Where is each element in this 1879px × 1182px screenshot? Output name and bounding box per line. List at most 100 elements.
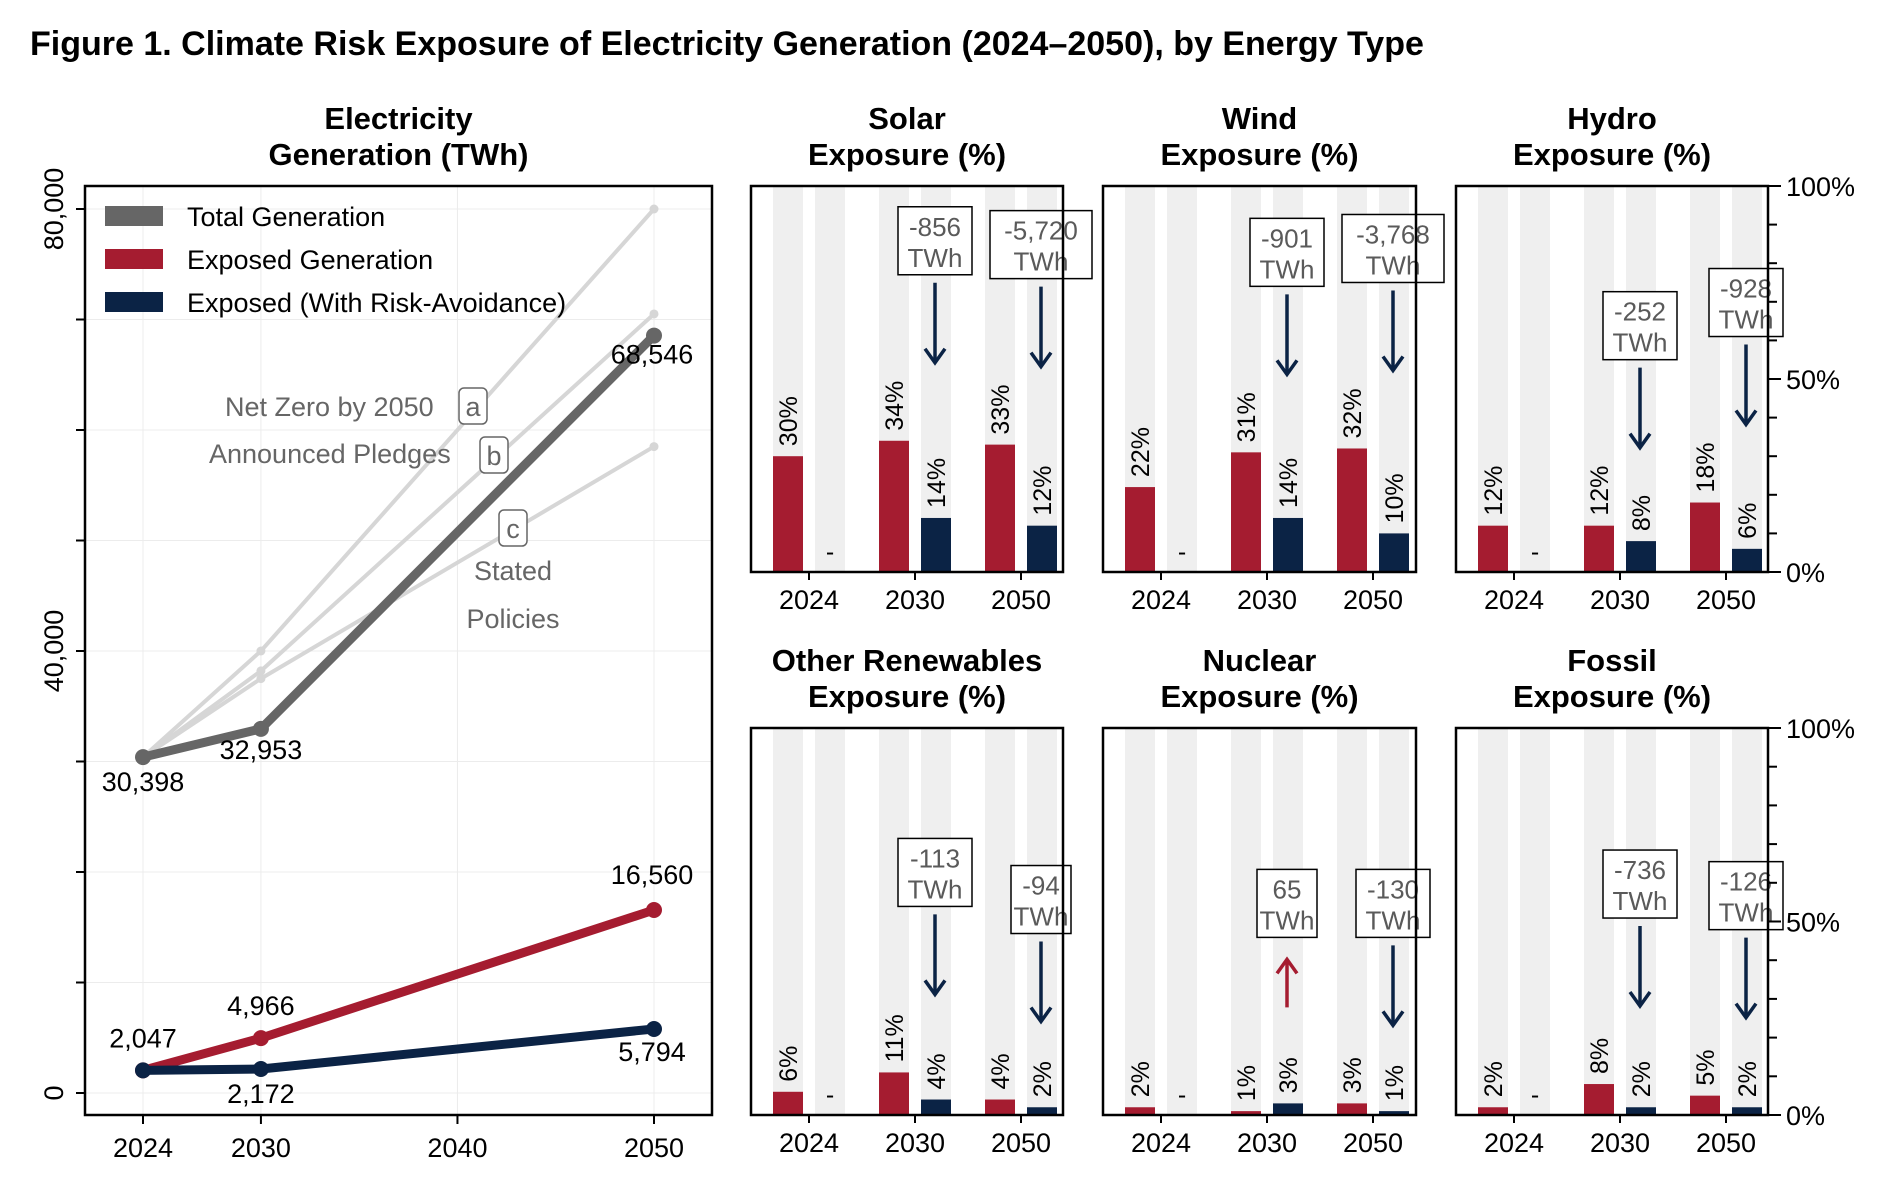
- avoided-bar: [1273, 517, 1303, 572]
- scenario-point: [649, 204, 659, 214]
- annotation-text: -928: [1720, 274, 1772, 304]
- bar-value-label: 8%: [1628, 495, 1656, 531]
- legend-swatch: [105, 206, 163, 226]
- bar-value-label: 2%: [1127, 1061, 1155, 1097]
- bar-value-label: 1%: [1233, 1065, 1261, 1101]
- series-point: [646, 1020, 662, 1037]
- bar-panel-title: Exposure (%): [808, 137, 1006, 172]
- annotation-text: TWh: [1719, 898, 1774, 928]
- bar-value-label: 10%: [1381, 473, 1409, 523]
- annotation-box: [1341, 213, 1445, 284]
- line-panel-title: Generation (TWh): [268, 137, 528, 172]
- bar-value-label: 12%: [1480, 466, 1508, 516]
- avoided-bar: [1027, 525, 1057, 572]
- no-data-dash: -: [1178, 1081, 1186, 1109]
- bar-axes-frame: [1101, 726, 1418, 1117]
- y-tick-label: 50%: [1786, 908, 1840, 938]
- x-tick-label: 2030: [885, 585, 945, 615]
- x-tick-label: 2024: [1131, 1128, 1191, 1158]
- y-tick-label: 100%: [1786, 714, 1855, 744]
- annotation-text: TWh: [1366, 905, 1421, 935]
- data-label: 30,398: [102, 767, 185, 797]
- bar-value-label: 30%: [775, 396, 803, 446]
- scenario-label: Policies: [466, 604, 559, 634]
- series-point: [252, 720, 269, 737]
- annotation-text: TWh: [1014, 902, 1069, 932]
- y-tick-label: 0: [39, 1085, 69, 1100]
- bar-value-label: 12%: [1586, 466, 1614, 516]
- x-tick-label: 2030: [231, 1133, 291, 1163]
- bar-background-band: [1584, 186, 1614, 572]
- avoided-bar: [1273, 1103, 1303, 1115]
- annotation-text: TWh: [1366, 250, 1421, 280]
- bar-background-band: [1520, 728, 1550, 1115]
- bar-value-label: 33%: [987, 385, 1015, 435]
- bar-background-band: [1167, 186, 1197, 572]
- bar-panel-title: Nuclear: [1203, 643, 1317, 678]
- y-tick-label: 0%: [1786, 1101, 1825, 1131]
- exposed-bar: [1337, 448, 1367, 572]
- bar-value-label: 12%: [1029, 466, 1057, 516]
- bar-panel-title: Exposure (%): [1160, 137, 1358, 172]
- annotation-text: -736: [1614, 855, 1666, 885]
- series-point: [135, 1062, 151, 1079]
- scenario-point: [649, 442, 659, 452]
- scenario-point: [649, 309, 659, 319]
- legend-label: Total Generation: [187, 202, 385, 232]
- x-tick-label: 2050: [624, 1133, 684, 1163]
- bar-background-band: [1231, 728, 1261, 1115]
- bar-panel-title: Exposure (%): [1160, 679, 1358, 714]
- scenario-tag-box: [458, 387, 488, 425]
- bar-value-label: 2%: [1628, 1061, 1656, 1097]
- avoided-bar: [921, 517, 951, 572]
- y-tick-label: 50%: [1786, 365, 1840, 395]
- data-label: 16,560: [611, 860, 694, 890]
- annotation-text: -5,720: [1004, 216, 1078, 246]
- annotation-box: [1602, 849, 1678, 919]
- bar-background-band: [1584, 728, 1614, 1115]
- bar-value-label: 22%: [1127, 427, 1155, 477]
- down-arrow-icon: [1029, 1006, 1053, 1025]
- bar-value-label: 14%: [923, 458, 951, 508]
- scenario-point: [256, 646, 266, 656]
- exposed-bar: [985, 1099, 1015, 1115]
- x-tick-label: 2050: [1696, 1128, 1756, 1158]
- figure-title: Figure 1. Climate Risk Exposure of Elect…: [30, 25, 1424, 63]
- bar-value-label: 11%: [881, 1014, 909, 1062]
- x-tick-label: 2030: [885, 1128, 945, 1158]
- annotation-text: TWh: [1260, 254, 1315, 284]
- x-tick-label: 2050: [1343, 1128, 1403, 1158]
- bar-value-label: 32%: [1339, 388, 1367, 438]
- annotation-text: TWh: [908, 243, 963, 273]
- bar-panel-title: Fossil: [1567, 643, 1657, 678]
- bar-background-band: [1520, 186, 1550, 572]
- annotation-box: [1602, 290, 1678, 361]
- bar-panel-title: Wind: [1222, 101, 1297, 136]
- exposed-bar: [1478, 525, 1508, 572]
- exposed-bar: [1125, 1107, 1155, 1115]
- data-label: 5,794: [618, 1037, 686, 1067]
- bar-value-label: 2%: [1734, 1061, 1762, 1097]
- annotation-box: [1355, 868, 1431, 939]
- annotation-text: TWh: [1719, 305, 1774, 335]
- scenario-tag: c: [506, 514, 520, 544]
- x-tick-label: 2024: [1131, 585, 1191, 615]
- avoided-bar: [1626, 541, 1656, 572]
- series-line: [138, 905, 659, 1075]
- avoided-bar: [1626, 1107, 1656, 1115]
- x-tick-label: 2024: [113, 1133, 173, 1163]
- bar-value-label: 2%: [1029, 1061, 1057, 1097]
- bar-value-label: 1%: [1381, 1065, 1409, 1101]
- no-data-dash: -: [826, 1081, 834, 1109]
- bar-background-band: [1125, 728, 1155, 1115]
- data-label: 2,172: [227, 1079, 295, 1109]
- series-point: [252, 1060, 269, 1077]
- bar-value-label: 6%: [775, 1046, 803, 1082]
- exposed-bar: [879, 440, 909, 572]
- bar-axes-frame: [749, 184, 1065, 574]
- annotation-text: 65: [1273, 874, 1302, 904]
- exposed-bar: [1231, 1111, 1261, 1115]
- bar-background-band: [1626, 728, 1656, 1115]
- annotation-text: TWh: [1613, 328, 1668, 358]
